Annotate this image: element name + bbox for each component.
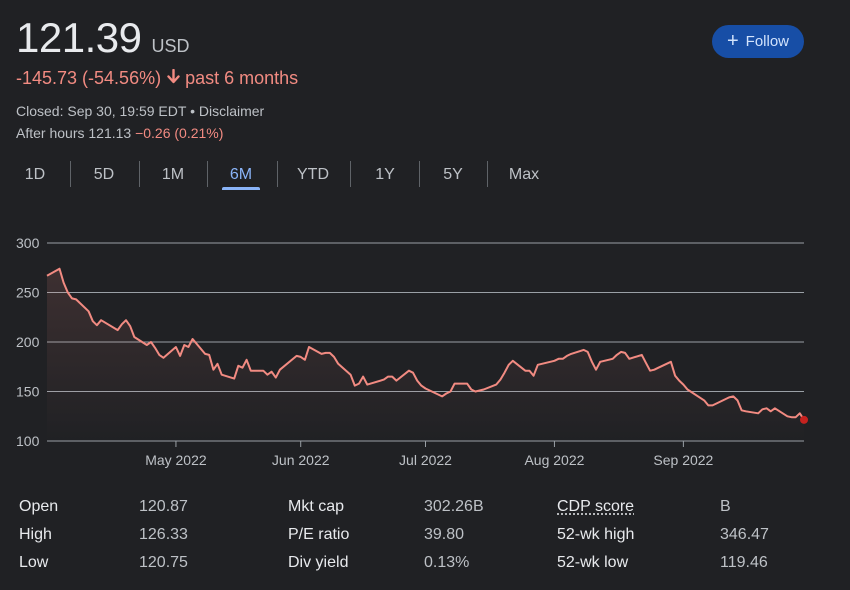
closed-text: Closed: Sep 30, 19:59 EDT [16, 103, 187, 119]
stat-52wk-high-label: 52-wk high [557, 526, 635, 543]
last-price-marker [800, 415, 808, 424]
x-tick-label: May 2022 [145, 452, 207, 468]
stat-pe-label: P/E ratio [288, 526, 350, 543]
x-tick-label: Jul 2022 [399, 452, 452, 468]
stat-mktcap-label: Mkt cap [288, 498, 345, 515]
x-tick-label: Sep 2022 [653, 452, 713, 468]
change-period: past 6 months [185, 68, 299, 88]
price-line [46, 267, 805, 421]
price-chart[interactable]: 100 150 200 250 300 May 2022 Jun 2022 Jul 2022… [0, 225, 850, 480]
x-tick-label: Jun 2022 [272, 452, 330, 468]
follow-label: Follow [745, 33, 790, 50]
stat-mktcap-value: 302.26B [424, 498, 484, 515]
price-header: 121.39 USD [16, 14, 189, 62]
tab-1m[interactable]: 1M [161, 166, 185, 183]
stat-52wk-high-value: 346.47 [720, 526, 769, 543]
tab-5d[interactable]: 5D [93, 166, 115, 183]
tab-divider [277, 161, 278, 187]
tab-divider [139, 161, 140, 187]
price-change: -145.73 (-54.56%) past 6 months [16, 68, 298, 89]
stat-52wk-low-label: 52-wk low [557, 554, 629, 571]
x-axis-ticks: May 2022 Jun 2022 Jul 2022 Aug 2022 Sep 2022 [145, 441, 714, 468]
follow-button[interactable]: + Follow [712, 25, 804, 58]
stat-low-value: 120.75 [139, 554, 188, 571]
stat-high-label: High [19, 526, 52, 543]
currency-label: USD [151, 36, 190, 56]
tab-divider [487, 161, 488, 187]
y-tick-label: 150 [16, 384, 40, 400]
tab-ytd[interactable]: YTD [297, 166, 329, 183]
tab-divider [350, 161, 351, 187]
closed-info: Closed: Sep 30, 19:59 EDT • Disclaimer [16, 103, 264, 119]
separator: • [186, 103, 199, 119]
tab-divider [70, 161, 71, 187]
tab-1d[interactable]: 1D [24, 166, 46, 183]
tab-divider [207, 161, 208, 187]
tab-1y[interactable]: 1Y [375, 166, 395, 183]
plus-icon: + [726, 29, 739, 52]
current-price: 121.39 [16, 14, 142, 61]
after-hours-change: −0.26 (0.21%) [135, 125, 224, 141]
stat-high-value: 126.33 [139, 526, 188, 543]
stat-divyield-value: 0.13% [424, 554, 470, 571]
tab-max[interactable]: Max [508, 166, 540, 183]
after-hours-price: After hours 121.13 [16, 125, 132, 141]
stat-pe-value: 39.80 [424, 526, 465, 543]
arrow-down-icon [167, 68, 180, 89]
stat-cdp-label[interactable]: CDP score [557, 498, 635, 515]
disclaimer-link[interactable]: Disclaimer [198, 103, 265, 119]
y-tick-label: 250 [16, 285, 40, 301]
stat-divyield-label: Div yield [288, 554, 349, 571]
stat-cdp-value: B [720, 498, 731, 515]
y-tick-label: 300 [16, 235, 40, 251]
y-tick-label: 100 [16, 433, 40, 449]
y-tick-label: 200 [16, 334, 40, 350]
tab-6m[interactable]: 6M [221, 158, 261, 192]
stat-open-value: 120.87 [139, 498, 188, 515]
tab-5y[interactable]: 5Y [443, 166, 463, 183]
tab-divider [419, 161, 420, 187]
price-area-fill [47, 268, 804, 441]
stat-52wk-low-value: 119.46 [720, 554, 768, 571]
stat-open-label: Open [19, 498, 59, 515]
y-axis-ticks: 100 150 200 250 300 [16, 235, 40, 449]
stat-low-label: Low [19, 554, 49, 571]
after-hours-info: After hours 121.13 −0.26 (0.21%) [16, 125, 223, 141]
change-value: -145.73 (-54.56%) [16, 68, 162, 88]
x-tick-label: Aug 2022 [524, 452, 584, 468]
